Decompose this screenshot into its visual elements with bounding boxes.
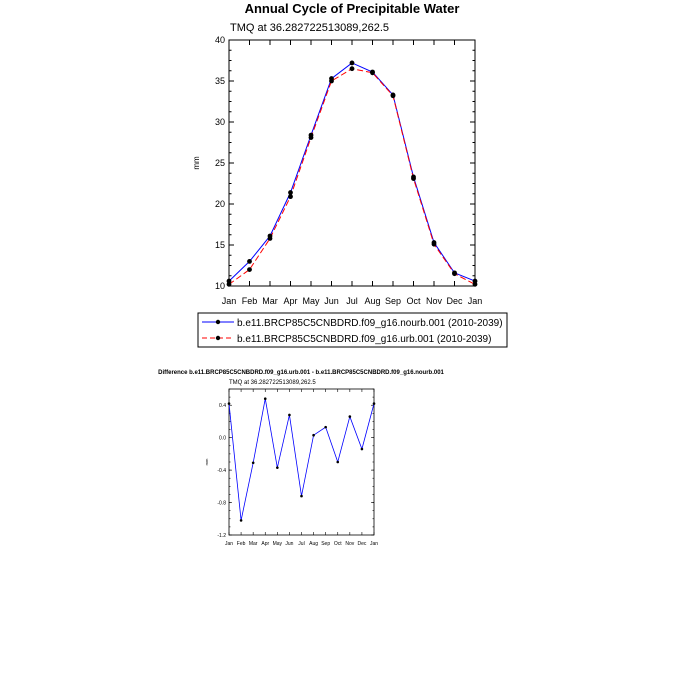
series-0-point-3 [263,397,267,401]
series-line-1 [228,68,476,285]
annual-cycle-chart: Annual Cycle of Precipitable Water TMQ a… [192,1,508,348]
legend-label-nourb: b.e11.BRCP85C5CNBDRD.f09_g16.nourb.001 (… [237,318,503,329]
y-tick-label-4: 0.4 [219,403,226,409]
x-tick-label-3: Apr [261,541,269,547]
series-1-point-6 [349,66,355,72]
main-y-axis-label: mm [192,156,201,170]
x-tick-label-0: Jan [225,541,233,547]
x-tick-label-0: Jan [222,296,237,306]
x-tick-label-6: Jul [346,296,358,306]
y-tick-label-4: 30 [215,117,225,127]
series-1-point-10 [431,241,437,247]
series-1-point-5 [329,78,334,84]
x-tick-label-7: Aug [309,541,318,547]
series-0-point-9 [336,460,340,464]
y-tick-label-0: -1.2 [217,533,226,539]
series-1-point-2 [267,236,273,241]
x-tick-label-11: Dec [446,296,463,306]
series-line-0 [228,62,476,282]
series-0-point-12 [472,278,478,284]
series-0-point-4 [276,466,279,469]
series-0-point-3 [288,190,293,195]
legend-marker-nourb [215,319,221,325]
series-0-point-0 [227,402,231,405]
x-tick-label-10: Nov [426,296,443,306]
x-tick-label-9: Oct [334,541,342,547]
y-tick-label-6: 40 [215,35,225,45]
series-1-point-1 [247,267,252,272]
y-tick-label-5: 35 [215,76,225,86]
x-tick-label-6: Jul [298,541,304,547]
difference-y-axis-label: mm [204,458,209,465]
x-tick-label-12: Jan [370,541,378,547]
x-tick-label-7: Aug [364,296,380,306]
difference-chart: Difference b.e11.BRCP85C5CNBDRD.f09_g16.… [158,370,444,547]
series-1-point-7 [370,70,375,76]
series-0-point-2 [251,461,255,465]
x-tick-label-11: Dec [357,541,366,547]
series-1-point-8 [390,93,396,99]
series-0-point-5 [288,413,291,417]
series-1-point-4 [308,135,314,140]
y-tick-label-3: 0.0 [219,436,226,442]
series-0-point-11 [360,447,364,451]
y-tick-label-3: 25 [215,158,225,168]
series-1-point-11 [452,271,457,277]
y-tick-label-1: -0.8 [217,501,226,507]
main-chart-title: Annual Cycle of Precipitable Water [245,1,460,16]
x-tick-label-4: May [273,541,283,547]
series-0-point-1 [247,259,252,264]
x-tick-label-2: Mar [262,296,278,306]
difference-plot-frame [228,388,375,536]
x-tick-label-1: Feb [242,296,258,306]
series-0-point-10 [348,415,352,418]
x-tick-label-12: Jan [468,296,483,306]
series-1-point-3 [288,194,293,200]
x-tick-label-3: Apr [283,296,297,306]
main-chart-subtitle: TMQ at 36.282722513089,262.5 [230,22,389,34]
difference-chart-title: Difference b.e11.BRCP85C5CNBDRD.f09_g16.… [158,370,444,376]
series-0-point-8 [324,425,327,429]
x-tick-label-4: May [302,296,320,306]
main-legend: b.e11.BRCP85C5CNBDRD.f09_g16.nourb.001 (… [197,312,508,348]
series-0-point-6 [300,494,303,498]
legend-box [197,312,508,348]
x-tick-label-8: Sep [385,296,401,306]
series-0-point-12 [372,402,376,405]
x-tick-label-9: Oct [406,296,421,306]
x-tick-label-5: Jun [285,541,293,547]
series-line-0 [228,398,375,521]
x-tick-label-10: Nov [345,541,354,547]
x-tick-label-5: Jun [324,296,339,306]
y-tick-label-0: 10 [215,281,225,291]
legend-marker-urb [215,335,221,341]
series-0-point-7 [312,433,315,437]
x-tick-label-1: Feb [237,541,246,547]
difference-chart-subtitle: TMQ at 36.282722513089,262.5 [229,380,316,386]
y-tick-label-2: 20 [215,199,225,209]
series-1-point-12 [472,281,478,287]
y-tick-label-1: 15 [215,240,225,250]
y-tick-label-2: -0.4 [217,468,226,474]
legend-label-urb: b.e11.BRCP85C5CNBDRD.f09_g16.urb.001 (20… [237,334,491,345]
series-1-point-9 [411,176,416,181]
series-0-point-0 [226,278,232,284]
x-tick-label-8: Sep [321,541,330,547]
series-0-point-1 [239,519,243,522]
series-1-point-0 [226,281,232,287]
series-0-point-6 [349,60,355,66]
x-tick-label-2: Mar [249,541,258,547]
